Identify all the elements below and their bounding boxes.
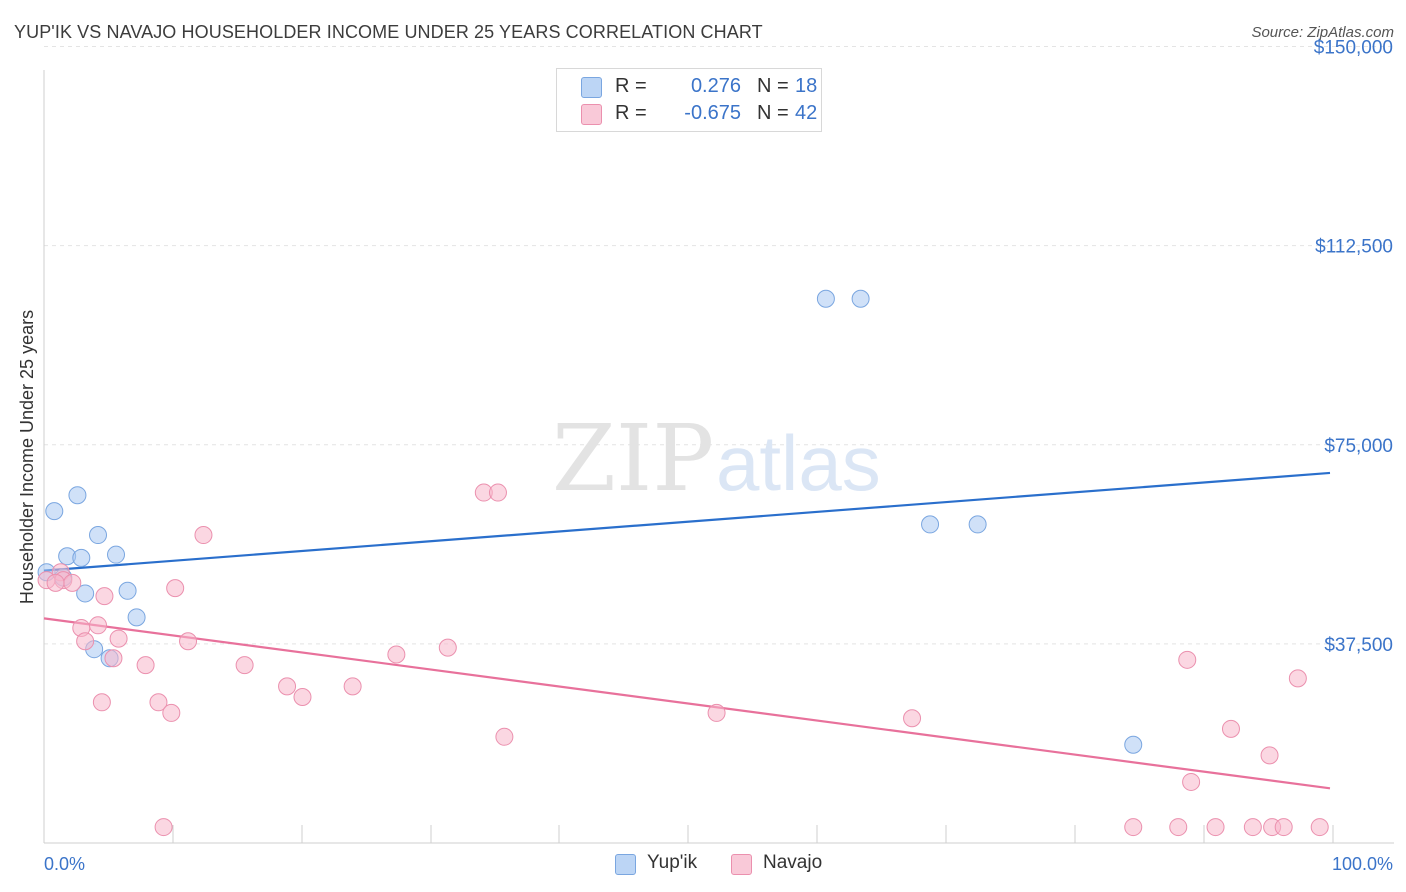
legend-n-label: N = [757,75,789,97]
data-point-yupik [968,515,987,534]
data-point-yupik [45,502,64,521]
data-point-navajo [109,629,128,648]
y-tick-labels: $150,000 $112,500 $75,000 $37,500 [1314,38,1393,656]
data-point-yupik [76,584,95,603]
grid-lines [44,46,1394,645]
data-point-navajo [194,526,213,545]
x-tick-marks [172,825,1334,843]
legend-r-value: -0.675 [684,102,741,124]
data-point-navajo [235,656,254,675]
data-point-navajo [1274,818,1293,837]
data-point-navajo [1124,818,1143,837]
data-point-navajo [1169,818,1188,837]
chart-title: YUP'IK VS NAVAJO HOUSEHOLDER INCOME UNDE… [14,22,763,42]
bottom-legend-swatch-navajo [731,854,752,875]
data-point-navajo [343,677,362,696]
watermark-zip: ZIP [552,405,714,512]
data-point-navajo [387,645,406,664]
legend-swatch-navajo [581,104,602,125]
x-tick-label: 0.0% [44,854,85,874]
data-point-navajo [149,693,168,712]
data-point-navajo [1221,719,1240,738]
data-point-navajo [76,632,95,651]
data-point-navajo [1310,818,1329,837]
data-point-navajo [162,703,181,722]
y-tick-label: $150,000 [1314,38,1393,59]
legend-swatch-yupik [581,77,602,98]
bottom-legend-swatch-yupik [615,854,636,875]
data-point-navajo [278,677,297,696]
source-credit: Source: ZipAtlas.com [1251,24,1394,41]
data-point-navajo [92,693,111,712]
data-point-yupik [107,545,126,564]
data-point-navajo [136,656,155,675]
y-tick-label: $75,000 [1324,436,1393,457]
data-point-navajo [95,587,114,606]
trend-line-navajo [43,617,1331,790]
data-point-navajo [1206,818,1225,837]
data-point-navajo [1243,818,1262,837]
bottom-legend-label-yupik: Yup'ik [647,852,698,873]
data-point-yupik [816,289,835,308]
data-point-navajo [707,703,726,722]
data-point-yupik [118,581,137,600]
data-point-yupik [1124,735,1143,754]
legend-n-label: N = [757,102,789,124]
data-point-yupik [72,548,91,567]
data-point-navajo [63,573,82,592]
data-point-navajo [1178,650,1197,669]
data-point-navajo [1182,772,1201,791]
x-tick-label: 100.0% [1332,854,1393,874]
y-axis-label: Householder Income Under 25 years [17,310,37,604]
data-point-navajo [1288,669,1307,688]
correlation-legend: R = 0.276 N = 18 R = -0.675 N = 42 [556,68,822,132]
trend-line-yupik [43,471,1331,572]
y-tick-label: $37,500 [1324,635,1393,656]
trend-lines [43,471,1331,790]
data-point-navajo [89,616,108,635]
x-tick-labels: 0.0% 100.0% [44,854,1393,874]
legend-r-label: R = [615,75,647,97]
data-point-navajo [293,687,312,706]
data-point-yupik [68,486,87,505]
legend-n-value: 42 [795,102,818,124]
data-point-yupik [851,289,870,308]
bottom-legend-label-navajo: Navajo [763,852,823,873]
axes [43,70,1394,844]
data-point-navajo [179,632,198,651]
data-point-navajo [438,638,457,657]
data-point-yupik [921,515,940,534]
watermark: ZIP atlas [552,405,881,512]
data-point-navajo [104,649,123,668]
legend-r-value: 0.276 [690,75,741,97]
legend-n-value: 18 [795,75,818,97]
data-point-navajo [495,727,514,746]
data-point-navajo [46,573,65,592]
data-point-navajo [1260,746,1279,765]
data-point-yupik [127,608,146,627]
data-point-navajo [166,579,185,598]
data-point-navajo [154,818,173,837]
data-points [37,289,1329,837]
data-point-yupik [89,526,108,545]
data-point-navajo [488,483,507,502]
watermark-atlas: atlas [716,419,881,507]
data-point-navajo [903,709,922,728]
y-tick-label: $112,500 [1315,237,1393,258]
legend-r-label: R = [615,102,647,124]
